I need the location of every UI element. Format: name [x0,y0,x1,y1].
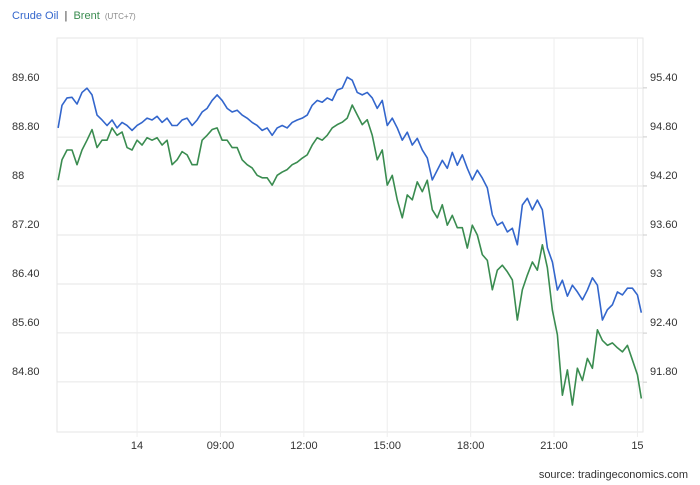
y2-tick-label: 92.40 [650,317,678,329]
timezone: (UTC+7) [105,12,136,21]
y-tick-label: 84.80 [12,366,40,378]
y2-tick-label: 94.80 [650,121,678,133]
x-tick-label: 18:00 [457,440,485,452]
y-tick-label: 87.20 [12,219,40,231]
legend-entry: Brent [73,10,99,22]
legend-entry: Crude Oil [12,10,58,22]
y2-tick-label: 91.80 [650,366,678,378]
y-tick-label: 86.40 [12,268,40,280]
x-tick-label: 12:00 [290,440,318,452]
y2-tick-label: 93.60 [650,219,678,231]
y-tick-label: 89.60 [12,72,40,84]
y2-tick-label: 94.20 [650,170,678,182]
line [57,76,643,321]
source: source: tradingeconomics.com [539,469,688,481]
x-tick-label: 15 [631,440,643,452]
line [57,104,643,406]
y2-tick-label: 95.40 [650,72,678,84]
x-tick-label: 15:00 [373,440,401,452]
y-tick-label: 88.80 [12,121,40,133]
y2-tick-label: 93 [650,268,662,280]
y-tick-label: 88 [12,170,24,182]
x-tick-label: 14 [131,440,143,452]
legend-separator: | [65,10,68,22]
x-tick-label: 09:00 [207,440,235,452]
x-tick-label: 21:00 [540,440,568,452]
legend: Crude Oil | Brent (UTC+7) [12,10,136,22]
y-tick-label: 85.60 [12,317,40,329]
